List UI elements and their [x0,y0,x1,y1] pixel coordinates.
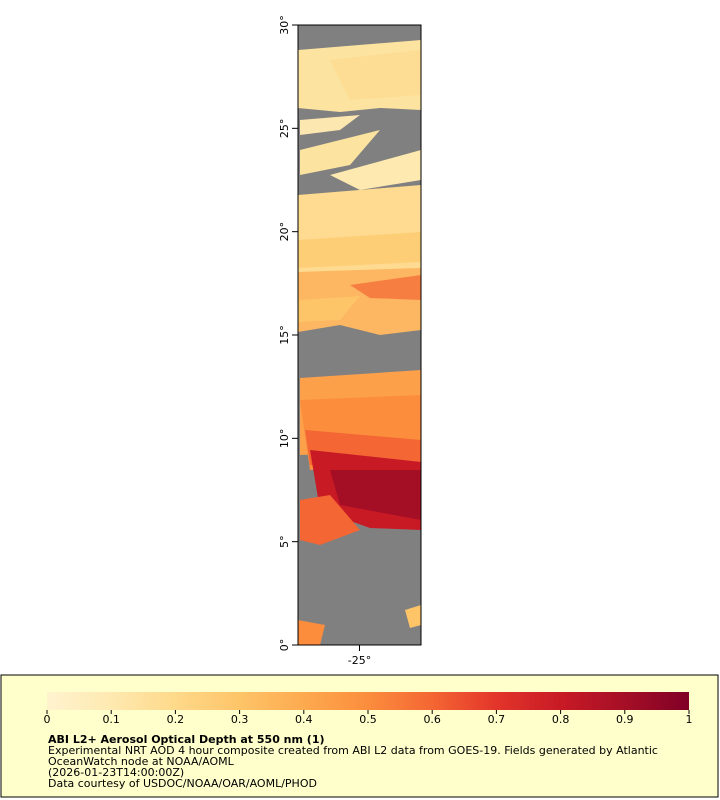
y-tick-label: 20° [278,222,291,242]
y-tick-label: 0° [278,639,291,652]
colorbar-tick-label: 0.7 [488,713,506,726]
map-raster [298,25,421,645]
y-tick-label: 5° [278,535,291,548]
y-tick-label: 10° [278,429,291,449]
x-tick-label: -25° [348,654,371,667]
legend-title: ABI L2+ Aerosol Optical Depth at 550 nm … [48,733,325,746]
legend-line: Experimental NRT AOD 4 hour composite cr… [48,744,658,757]
y-tick-label: 15° [278,325,291,345]
colorbar-tick-label: 0.3 [231,713,249,726]
colorbar-tick-label: 0.9 [616,713,634,726]
colorbar-tick-label: 0.5 [359,713,377,726]
y-tick-label: 25° [278,119,291,139]
legend-line: OceanWatch node at NOAA/AOML [48,755,235,768]
colorbar [47,692,689,710]
y-tick-label: 30° [278,15,291,35]
colorbar-tick-label: 1 [686,713,693,726]
legend-line: Data courtesy of USDOC/NOAA/OAR/AOML/PHO… [48,777,317,790]
colorbar-tick-label: 0.6 [423,713,441,726]
colorbar-tick-label: 0 [44,713,51,726]
colorbar-tick-label: 0.4 [295,713,313,726]
colorbar-tick-label: 0.8 [552,713,570,726]
legend-line: (2026-01-23T14:00:00Z) [48,766,184,779]
colorbar-tick-label: 0.2 [167,713,185,726]
colorbar-tick-label: 0.1 [102,713,120,726]
